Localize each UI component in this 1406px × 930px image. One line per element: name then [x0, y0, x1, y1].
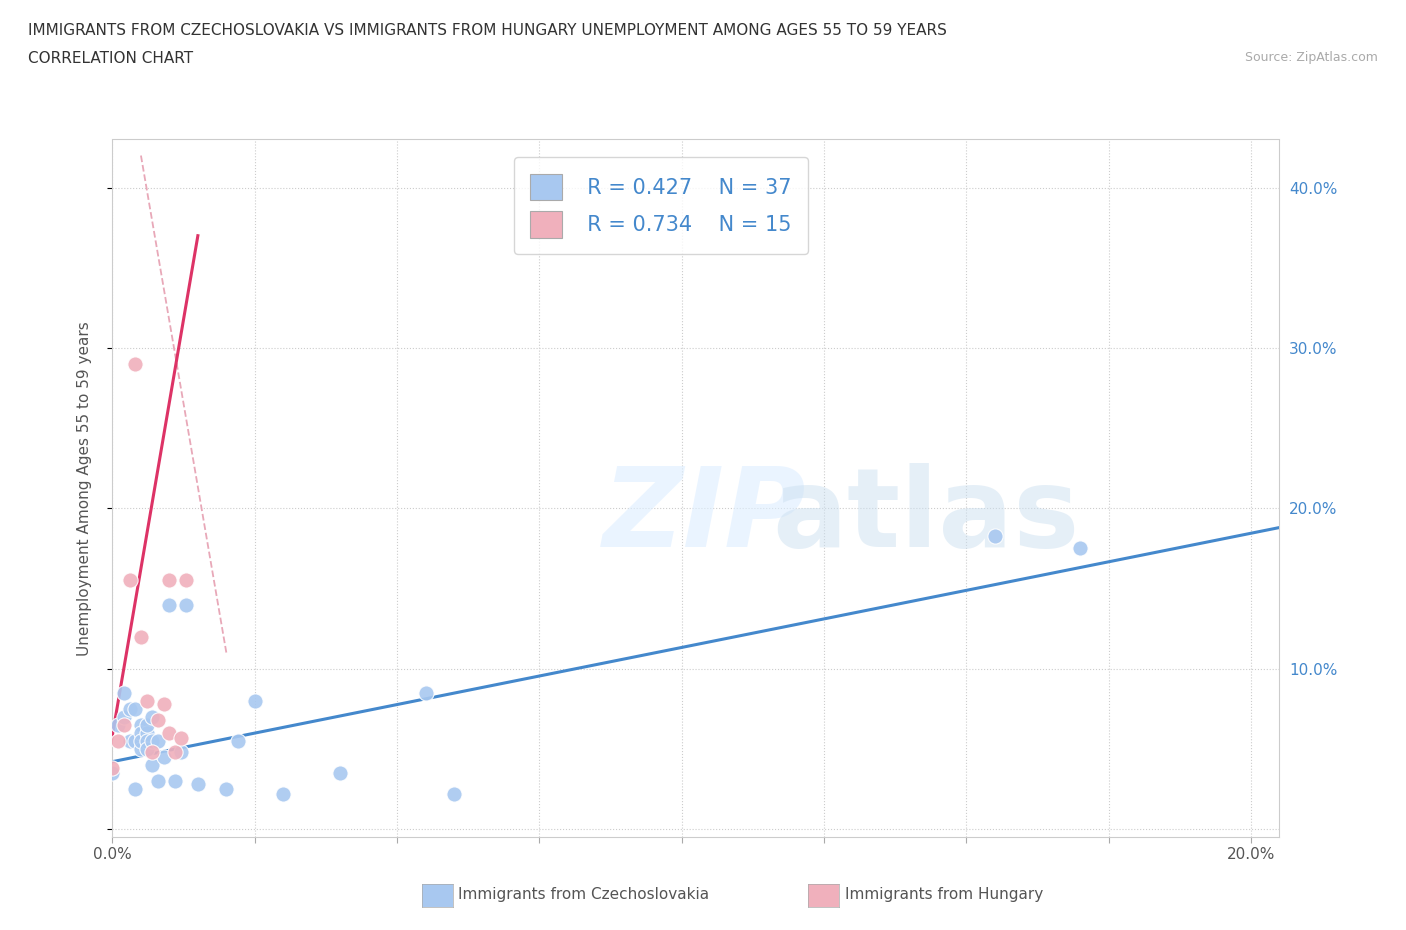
- Point: [135, 717, 157, 732]
- Point: [141, 745, 163, 760]
- Point: [157, 597, 180, 612]
- Point: [112, 717, 135, 732]
- Legend:   R = 0.427    N = 37,   R = 0.734    N = 15: R = 0.427 N = 37, R = 0.734 N = 15: [513, 157, 808, 254]
- Point: [141, 710, 163, 724]
- Point: [124, 701, 146, 716]
- Point: [141, 757, 163, 772]
- Point: [107, 717, 129, 732]
- Point: [165, 745, 187, 760]
- Point: [118, 701, 141, 716]
- Point: [165, 774, 187, 789]
- Point: [443, 786, 465, 801]
- Point: [415, 685, 437, 700]
- Point: [129, 629, 152, 644]
- Point: [146, 734, 169, 749]
- Point: [157, 573, 180, 588]
- Point: [187, 777, 209, 791]
- Point: [170, 745, 193, 760]
- Text: ZIP: ZIP: [603, 462, 806, 570]
- Point: [170, 730, 193, 745]
- Point: [118, 734, 141, 749]
- Point: [112, 710, 135, 724]
- Point: [226, 734, 249, 749]
- Text: Immigrants from Hungary: Immigrants from Hungary: [845, 887, 1043, 902]
- Point: [152, 697, 174, 711]
- Point: [129, 717, 152, 732]
- Point: [135, 693, 157, 708]
- Point: [146, 712, 169, 727]
- Text: Source: ZipAtlas.com: Source: ZipAtlas.com: [1244, 51, 1378, 64]
- Point: [118, 573, 141, 588]
- Point: [271, 786, 294, 801]
- Point: [984, 528, 1007, 543]
- Point: [176, 573, 198, 588]
- Point: [107, 734, 129, 749]
- Point: [135, 741, 157, 756]
- Point: [101, 761, 124, 776]
- Point: [124, 781, 146, 796]
- Point: [129, 725, 152, 740]
- Point: [176, 597, 198, 612]
- Point: [129, 734, 152, 749]
- Point: [141, 734, 163, 749]
- Point: [112, 685, 135, 700]
- Point: [129, 741, 152, 756]
- Point: [157, 725, 180, 740]
- Point: [135, 734, 157, 749]
- Point: [146, 774, 169, 789]
- Point: [124, 734, 146, 749]
- Point: [243, 693, 266, 708]
- Point: [152, 750, 174, 764]
- Point: [1069, 541, 1091, 556]
- Point: [215, 781, 238, 796]
- Point: [124, 356, 146, 371]
- Text: IMMIGRANTS FROM CZECHOSLOVAKIA VS IMMIGRANTS FROM HUNGARY UNEMPLOYMENT AMONG AGE: IMMIGRANTS FROM CZECHOSLOVAKIA VS IMMIGR…: [28, 23, 948, 38]
- Point: [329, 765, 352, 780]
- Y-axis label: Unemployment Among Ages 55 to 59 years: Unemployment Among Ages 55 to 59 years: [77, 321, 91, 656]
- Text: Immigrants from Czechoslovakia: Immigrants from Czechoslovakia: [458, 887, 710, 902]
- Text: atlas: atlas: [772, 462, 1080, 570]
- Point: [101, 765, 124, 780]
- Point: [135, 725, 157, 740]
- Text: CORRELATION CHART: CORRELATION CHART: [28, 51, 193, 66]
